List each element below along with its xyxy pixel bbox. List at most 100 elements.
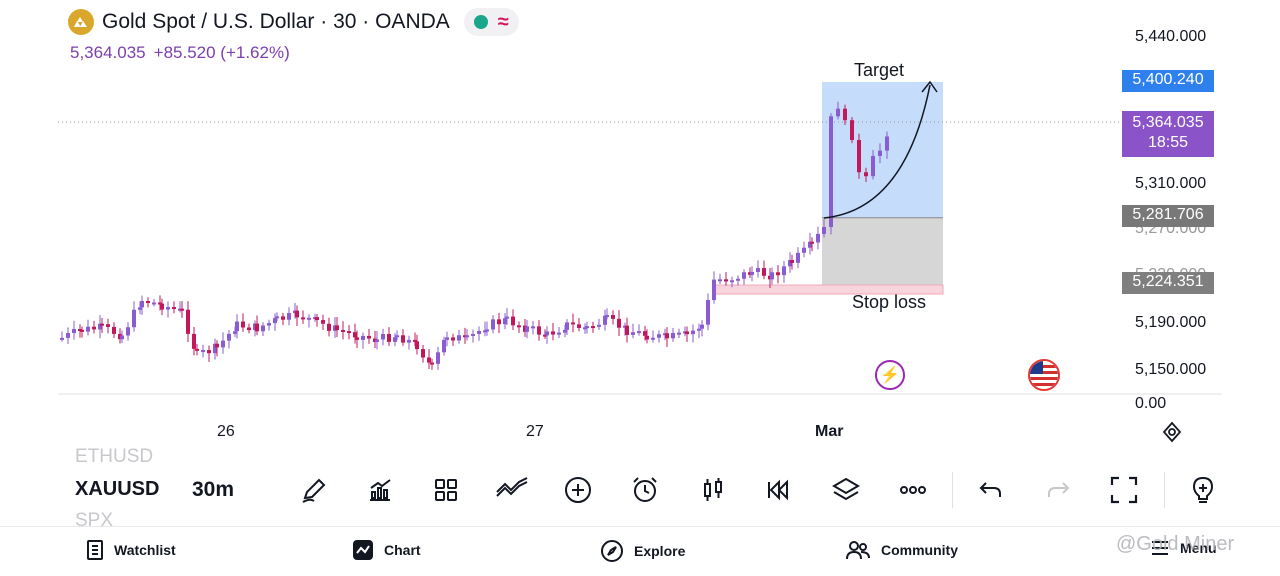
candle-body: [511, 316, 515, 326]
candle-body: [281, 316, 285, 320]
chart-settings-icon[interactable]: [1160, 420, 1184, 449]
lightbulb-icon[interactable]: [1185, 472, 1221, 508]
date-tick: 27: [526, 423, 544, 440]
candle-body: [180, 308, 184, 311]
candle-body: [770, 272, 774, 280]
nav-community[interactable]: Community: [845, 539, 958, 561]
price-axis-label: 5,310.000: [1135, 175, 1207, 192]
candle-body: [207, 350, 211, 354]
candle-body: [645, 335, 649, 340]
candle-body: [192, 333, 196, 349]
candle-body: [335, 325, 339, 330]
bottom-nav: Watchlist Chart Explore Community Menu: [0, 526, 1280, 576]
candle-body: [585, 326, 589, 329]
candle-body: [700, 324, 704, 329]
candle-body: [591, 326, 595, 329]
trend-icon[interactable]: [494, 472, 530, 508]
plus-icon[interactable]: [560, 472, 596, 508]
toolbar-divider: [1164, 472, 1165, 508]
candle-body: [160, 303, 164, 310]
compass-icon: [601, 540, 623, 562]
market-status-pill[interactable]: ≈: [463, 8, 519, 36]
candle-body: [172, 307, 176, 310]
rewind-icon[interactable]: [761, 472, 797, 508]
candle-body: [126, 327, 130, 336]
candle-body: [66, 333, 70, 338]
nav-chart[interactable]: Chart: [352, 539, 421, 561]
candle-body: [485, 329, 489, 332]
candle-body: [267, 323, 271, 326]
layers-icon[interactable]: [828, 472, 864, 508]
pencil-icon[interactable]: [296, 472, 332, 508]
price-chart[interactable]: [0, 0, 1280, 452]
candle-body: [241, 321, 245, 328]
nav-menu[interactable]: Menu: [1150, 539, 1217, 557]
us-flag-event-icon[interactable]: [1028, 359, 1060, 391]
candle-body: [685, 331, 689, 335]
candle-body: [430, 362, 434, 365]
candle-body: [665, 333, 669, 339]
candle-body: [465, 335, 469, 338]
candle-body: [471, 333, 475, 336]
candle-body: [816, 233, 820, 243]
candle-body: [878, 150, 882, 156]
watermark: @Gold Miner: [1116, 533, 1235, 555]
candle-body: [864, 172, 868, 177]
redo-icon[interactable]: [1040, 472, 1076, 508]
candle-body: [782, 266, 786, 276]
entry-price-tag: 5,281.706: [1122, 205, 1214, 227]
candle-body: [617, 318, 621, 328]
candle-body: [301, 317, 305, 320]
nav-watchlist[interactable]: Watchlist: [86, 539, 176, 561]
candle-body: [577, 324, 581, 328]
candle-body: [132, 309, 136, 328]
price-change: +85.520 (+1.62%): [153, 43, 290, 62]
candle-body: [762, 268, 766, 276]
nav-explore[interactable]: Explore: [600, 539, 685, 563]
candle-body: [166, 307, 170, 310]
interval-button[interactable]: 30m: [192, 478, 235, 501]
symbol-option[interactable]: SPX: [75, 510, 114, 531]
candle-body: [736, 278, 740, 281]
candle-body: [503, 318, 507, 325]
current-price-value: 5,364.035: [1132, 114, 1204, 131]
chart-header: Gold Spot / U.S. Dollar · 30 · OANDA ≈: [68, 8, 519, 36]
candle-body: [215, 343, 219, 348]
candle-body: [843, 108, 847, 121]
candle-body: [247, 327, 251, 331]
more-icon[interactable]: [895, 472, 931, 508]
candle-body: [72, 328, 76, 334]
candle-body: [457, 335, 461, 341]
price-axis-label: 5,440.000: [1135, 28, 1207, 45]
candle-body: [597, 324, 601, 327]
candle-body: [505, 316, 509, 319]
candle-body: [822, 226, 826, 234]
current-price-tag: 5,364.035 18:55: [1122, 111, 1214, 157]
candle-body: [657, 334, 661, 338]
alarm-icon[interactable]: [627, 472, 663, 508]
candle-body: [100, 323, 104, 326]
lightning-event-icon[interactable]: ⚡: [875, 360, 905, 390]
candle-body: [477, 330, 481, 334]
fullscreen-icon[interactable]: [1106, 472, 1142, 508]
candles-icon[interactable]: [695, 472, 731, 508]
candle-body: [98, 323, 102, 330]
nav-community-label: Community: [881, 542, 958, 558]
candle-body: [543, 334, 547, 337]
candle-body: [407, 339, 411, 343]
candle-body: [445, 337, 449, 340]
candle-body: [213, 343, 217, 354]
candle-body: [565, 322, 569, 330]
candle-body: [557, 332, 561, 335]
candle-body: [315, 317, 319, 321]
candle-body: [367, 335, 371, 339]
symbol-option[interactable]: ETHUSD: [75, 446, 154, 467]
undo-icon[interactable]: [973, 472, 1009, 508]
symbol-title[interactable]: Gold Spot / U.S. Dollar · 30 · OANDA: [102, 10, 450, 33]
grid-icon[interactable]: [428, 472, 464, 508]
symbol-selected[interactable]: XAUUSD: [75, 478, 160, 500]
candle-body: [857, 139, 861, 173]
candle-body: [750, 271, 754, 275]
indicators-icon[interactable]: [362, 472, 398, 508]
candle-body: [625, 325, 629, 335]
